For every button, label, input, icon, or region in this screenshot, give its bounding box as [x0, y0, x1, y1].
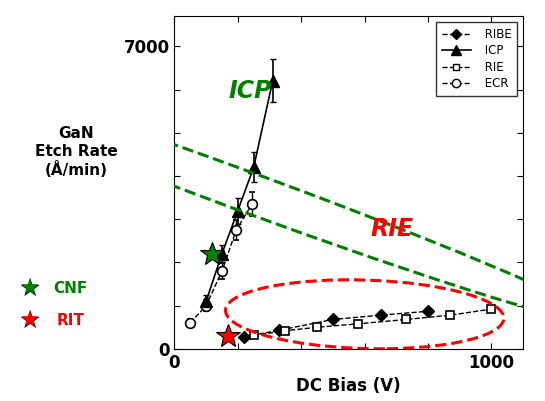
RIE	[355, 321, 361, 326]
RIE	[447, 313, 453, 318]
Text: ★: ★	[21, 279, 39, 298]
RIE	[250, 333, 257, 338]
Text: RIE: RIE	[371, 217, 414, 241]
RIBE	[330, 317, 336, 322]
RIE	[282, 328, 289, 333]
Text: ★: ★	[19, 277, 41, 301]
RIBE	[425, 309, 431, 314]
RIE	[314, 325, 320, 330]
Text: ★: ★	[20, 279, 40, 299]
Text: ★: ★	[20, 311, 40, 331]
Line: RIBE: RIBE	[240, 307, 432, 341]
Legend:  RIBE,  ICP,  RIE,  ECR: RIBE, ICP, RIE, ECR	[436, 22, 517, 96]
Text: RIT: RIT	[57, 313, 85, 328]
Text: CNF: CNF	[54, 281, 88, 296]
RIBE	[276, 328, 282, 333]
X-axis label: DC Bias (V): DC Bias (V)	[296, 377, 401, 395]
Text: ICP: ICP	[228, 79, 272, 103]
Text: GaN
Etch Rate
(Å/min): GaN Etch Rate (Å/min)	[35, 126, 118, 178]
RIBE	[377, 313, 384, 318]
Text: ★: ★	[20, 279, 40, 299]
Line: RIE: RIE	[250, 305, 495, 340]
RIE	[403, 317, 409, 322]
Text: ★: ★	[19, 309, 41, 333]
RIBE	[241, 334, 247, 339]
Text: ★: ★	[21, 311, 39, 330]
RIE	[488, 307, 495, 312]
